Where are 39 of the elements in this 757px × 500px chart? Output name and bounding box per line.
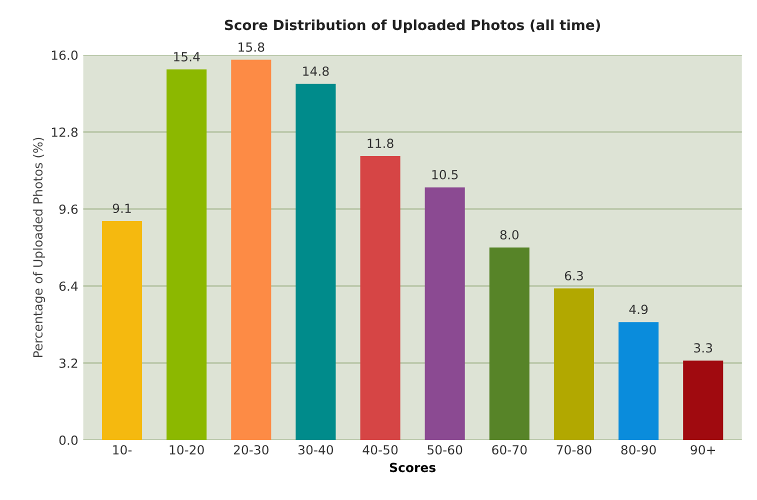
bar [683, 360, 724, 440]
x-tick-label: 10- [113, 445, 132, 455]
data-label: 14.8 [303, 66, 329, 76]
data-label: 3.3 [694, 343, 712, 353]
x-tick-label: 60-70 [492, 445, 527, 455]
x-tick-label: 10-20 [170, 445, 204, 455]
bar [618, 322, 659, 440]
data-label: 4.9 [629, 304, 648, 314]
bar [296, 84, 336, 440]
bar [231, 60, 272, 440]
x-tick-label: 90+ [690, 445, 715, 455]
data-label: 11.8 [368, 138, 394, 148]
bar [489, 248, 530, 440]
data-label: 10.5 [432, 170, 458, 180]
x-tick-label: 30-40 [298, 445, 334, 455]
bar [424, 187, 465, 440]
bar [102, 221, 142, 440]
x-tick-label: 80-90 [621, 445, 656, 455]
y-tick-label: 6.4 [59, 281, 78, 291]
y-tick-label: 9.6 [59, 204, 78, 214]
data-label: 8.0 [500, 230, 519, 240]
x-tick-label: 20-30 [234, 445, 268, 455]
x-axis-title: Scores [390, 462, 436, 472]
y-tick-label: 3.2 [59, 358, 78, 368]
bar [360, 156, 400, 440]
data-label: 6.3 [564, 270, 583, 280]
x-tick-label: 50-60 [428, 445, 462, 455]
bar [554, 288, 594, 440]
bar [166, 69, 207, 440]
x-tick-label: 70-80 [556, 445, 592, 455]
chart-title: Score Distribution of Uploaded Photos (all time) [224, 19, 600, 33]
x-tick-label: 40-50 [362, 445, 398, 455]
y-tick-label: 0.0 [59, 435, 78, 445]
data-label: 15.4 [174, 52, 200, 62]
data-label: 15.8 [238, 42, 264, 52]
y-tick-label: 16.0 [52, 50, 78, 60]
y-axis-title: Percentage of Uploaded Photos (%) [32, 138, 46, 358]
data-label: 9.1 [112, 204, 131, 214]
y-tick-label: 12.8 [52, 127, 78, 137]
